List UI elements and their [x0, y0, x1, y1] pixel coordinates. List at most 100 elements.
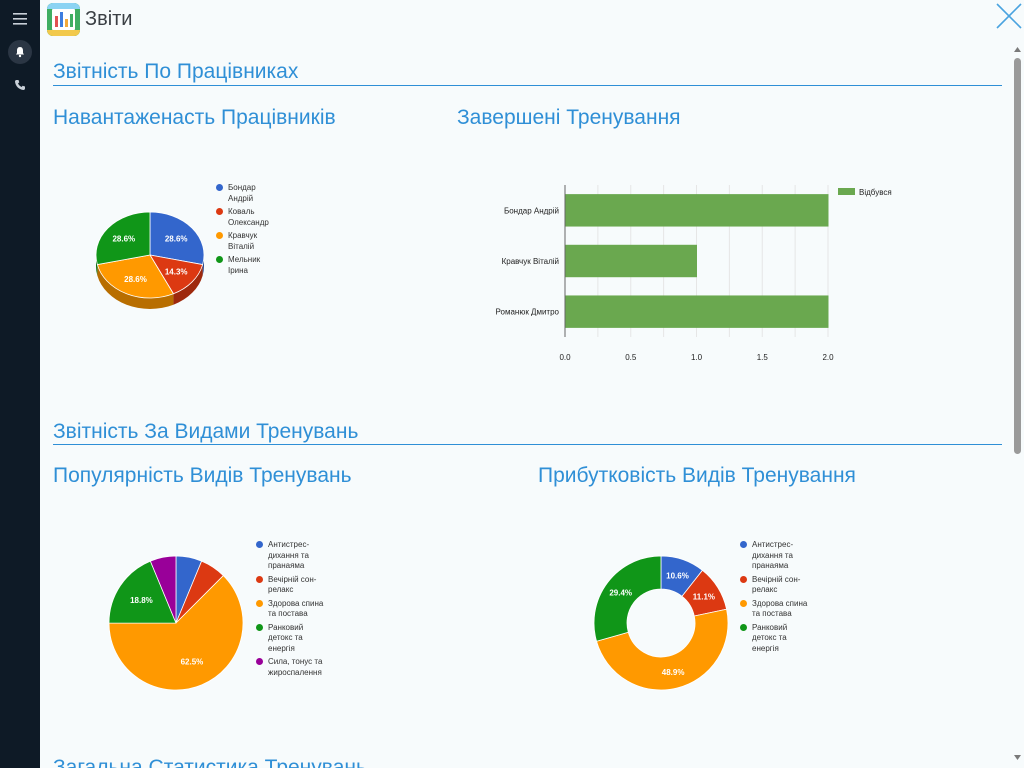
slice-label: 28.6%: [112, 234, 135, 243]
legend-label: Вечірній сон-: [752, 574, 801, 584]
category-label: Кравчук Віталій: [502, 257, 559, 266]
menu-button[interactable]: [8, 7, 32, 31]
legend-label: релакс: [752, 585, 778, 594]
legend-item: Здорова спина та постава: [256, 599, 323, 620]
section-divider: [53, 85, 1002, 86]
slice-label: 28.6%: [165, 234, 188, 243]
legend-label: Ірина: [228, 265, 249, 275]
legend-label: пранаяма: [752, 561, 789, 570]
tick-label: 2.0: [822, 353, 834, 362]
legend-label: Мельник: [228, 255, 261, 264]
legend-label: дихання та: [268, 550, 309, 560]
legend-label: Ранковий: [752, 622, 788, 632]
legend-dot: [216, 184, 223, 191]
legend-item: Антистрес-дихання та пранаяма: [740, 540, 807, 572]
reports-content: Звітність По Працівниках Навантаженасть …: [40, 40, 1010, 768]
legend-dot: [216, 208, 223, 215]
tick-label: 1.0: [691, 353, 703, 362]
profitability-legend: Антистрес-дихання та пранаяма Вечірній сон…: [740, 540, 807, 657]
slice-label: 18.8%: [130, 596, 153, 605]
slice-label: 62.5%: [181, 657, 204, 666]
pie-slice: [96, 254, 175, 299]
pie-slice: [149, 555, 177, 624]
legend-dot: [256, 658, 263, 665]
slice-label: 11.1%: [693, 592, 715, 601]
workload-pie-chart: 28.6% 14.3% 28.6% 28.6%: [95, 211, 205, 309]
slice-label: 28.6%: [124, 275, 147, 284]
legend-label: Бондар: [228, 183, 256, 192]
legend-item: Ранковий детокс та енергія: [256, 623, 323, 655]
pie-side: [173, 264, 203, 305]
legend-label: жироспалення: [268, 667, 322, 677]
legend-item: Вечірній сон-релакс: [740, 575, 807, 596]
slice-label: 14.3%: [165, 268, 188, 277]
legend-dot: [216, 256, 223, 263]
legend-dot: [740, 599, 747, 607]
legend-item: Антистрес-дихання та пранаяма: [256, 540, 323, 572]
legend-dot: [256, 623, 263, 631]
section-title-general-stats: Загальна Статистика Тренувань: [53, 756, 367, 768]
scroll-thumb[interactable]: [1014, 58, 1021, 454]
header: Звіти: [40, 0, 1024, 40]
bar: [565, 194, 829, 227]
pie-slice: [593, 555, 662, 642]
pie-slice: [596, 608, 729, 691]
phone-icon: [15, 80, 25, 90]
legend-label: Здорова спина: [752, 598, 808, 608]
bar: [565, 295, 829, 328]
legend-label: та постава: [268, 609, 308, 618]
tick-label: 0.0: [559, 353, 571, 362]
scroll-down-icon[interactable]: [1014, 754, 1021, 762]
legend-label: детокс та: [752, 633, 787, 642]
legend-label: Віталій: [228, 241, 255, 251]
popularity-legend: Антистрес-дихання та пранаяма Вечірній сон…: [256, 540, 323, 681]
slice-label: 48.9%: [662, 668, 685, 677]
legend-item: Бондар Андрій: [216, 183, 269, 204]
legend-label: дихання та: [752, 550, 793, 560]
legend-dot: [740, 541, 747, 548]
legend-item: Коваль Олександр: [216, 207, 269, 228]
chart-title-profitability: Прибутковість Видів Тренування: [538, 464, 856, 487]
section-divider: [53, 444, 1002, 445]
page-scrollbar[interactable]: [1014, 42, 1021, 768]
tick-label: 1.5: [757, 353, 769, 362]
category-label: Романюк Дмитро: [496, 308, 560, 317]
legend-label: релакс: [268, 585, 294, 594]
workload-legend: Бондар Андрій Коваль Олександр Кравчук Віталі…: [216, 183, 269, 279]
scroll-up-icon[interactable]: [1014, 46, 1021, 54]
legend-swatch: [838, 188, 855, 195]
legend-label: Кравчук: [228, 231, 258, 240]
app-title: Звіти: [85, 8, 133, 30]
completed-bar-chart: Бондар Андрій Кравчук Віталій Романюк Дмит…: [496, 185, 892, 362]
slice-label: 10.6%: [666, 571, 689, 580]
legend-label: Ранковий: [268, 622, 304, 632]
phone-button[interactable]: [8, 73, 32, 97]
slice-label: 29.4%: [609, 589, 632, 598]
section-title-employees: Звітність По Працівниках: [53, 60, 299, 83]
legend-label: пранаяма: [268, 561, 305, 570]
bell-icon: [16, 47, 24, 58]
legend-item: Вечірній сон-релакс: [256, 575, 323, 596]
pie-slice: [108, 560, 177, 624]
pie-slice: [108, 575, 244, 691]
legend-label: Коваль: [228, 207, 255, 216]
legend-label: Відбувся: [859, 188, 892, 197]
legend-dot: [256, 599, 263, 607]
close-button[interactable]: [996, 3, 1022, 29]
notifications-button[interactable]: [8, 40, 32, 64]
pie-slice: [95, 211, 151, 266]
legend-item: Мельник Ірина: [216, 255, 269, 276]
legend-label: та постава: [752, 609, 792, 618]
legend-label: Сила, тонус та: [268, 657, 323, 666]
menu-icon: [13, 13, 27, 25]
legend-item: Сила, тонус та жироспалення: [256, 657, 323, 678]
sidebar: [0, 0, 40, 768]
legend-label: детокс та: [268, 633, 303, 642]
legend-label: Антистрес-: [268, 540, 310, 549]
profitability-donut-chart: 10.6% 11.1% 48.9% 29.4%: [593, 555, 729, 691]
legend-label: Олександр: [228, 217, 269, 227]
reports-logo-icon: [47, 3, 80, 36]
legend-label: енергія: [752, 643, 779, 653]
legend-label: Вечірній сон-: [268, 574, 317, 584]
legend-dot: [740, 575, 747, 583]
